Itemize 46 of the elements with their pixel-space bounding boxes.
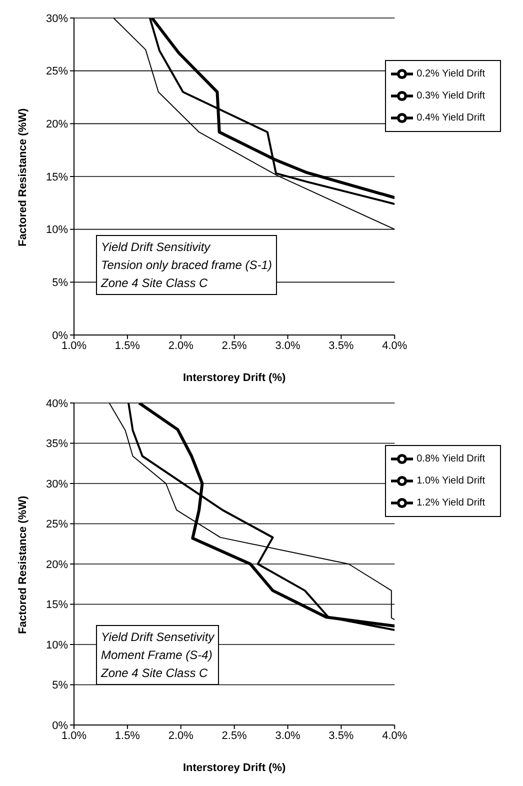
x-tick-label: 3.0%	[275, 340, 300, 352]
y-tick-label: 5%	[52, 277, 68, 290]
x-axis-title: Interstorey Drift (%)	[182, 372, 286, 384]
annotation: Moment Frame (S-4)	[101, 647, 214, 664]
legend-label: 0.2% Yield Drift	[416, 68, 485, 80]
y-tick-label: 35%	[46, 438, 68, 450]
annotation: Zone 4 Site Class C	[101, 665, 209, 682]
y-tick-label: 30%	[46, 478, 68, 490]
x-tick-label: 3.0%	[275, 730, 300, 742]
x-tick-label: 3.5%	[328, 340, 354, 352]
x-tick-label: 4.0%	[382, 730, 408, 742]
y-tick-label: 20%	[46, 558, 68, 571]
legend-label: 1.0% Yield Drift	[416, 476, 485, 487]
x-tick-label: 2.5%	[222, 730, 248, 742]
y-tick-label: 0%	[52, 330, 68, 342]
y-tick-label: 25%	[46, 66, 68, 78]
y-tick-label: 20%	[46, 118, 68, 131]
legend-label: 0.8% Yield Drift	[416, 454, 485, 465]
y-tick-label: 0%	[52, 720, 68, 732]
y-tick-label: 40%	[46, 398, 68, 410]
annotation: Tension only braced frame (S-1)	[101, 257, 272, 274]
x-tick-label: 1.5%	[114, 340, 140, 352]
y-tick-label: 15%	[46, 171, 68, 184]
x-tick-label: 1.5%	[114, 730, 140, 742]
y-tick-label: 5%	[52, 680, 68, 692]
x-axis-title: Interstorey Drift (%)	[182, 762, 286, 774]
annotation: Yield Drift Sensetivity	[101, 629, 214, 646]
y-tick-label: 10%	[46, 224, 68, 236]
annotation: Zone 4 Site Class C	[101, 275, 209, 292]
y-axis-title: Factored Resistance (%W)	[16, 108, 29, 246]
x-tick-label: 1.0%	[61, 730, 87, 742]
x-tick-label: 3.5%	[328, 730, 354, 742]
x-tick-label: 2.5%	[222, 340, 248, 352]
y-tick-label: 30%	[46, 12, 68, 25]
legend-label: 0.4% Yield Drift	[416, 112, 485, 124]
x-tick-label: 1.0%	[61, 340, 87, 352]
y-axis-title: Factored Resistance (%W)	[16, 496, 29, 634]
y-tick-label: 25%	[46, 518, 68, 531]
legend-label: 0.3% Yield Drift	[416, 90, 485, 102]
x-tick-label: 4.0%	[382, 340, 408, 352]
annotation: Yield Drift Sensitivity	[101, 239, 212, 256]
x-tick-label: 2.0%	[168, 340, 194, 352]
y-tick-label: 15%	[46, 599, 68, 612]
x-tick-label: 2.0%	[168, 730, 194, 742]
y-tick-label: 10%	[46, 639, 68, 652]
legend-label: 1.2% Yield Drift	[416, 498, 485, 509]
